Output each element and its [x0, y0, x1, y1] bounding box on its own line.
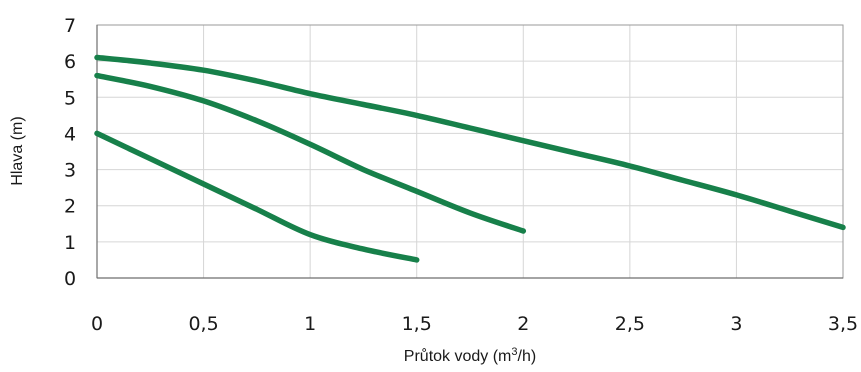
pump-curve-line-3 — [94, 130, 420, 263]
x-tick-label: 2,5 — [615, 313, 645, 335]
x-tick-label: 0,5 — [188, 313, 218, 335]
y-tick-label: 3 — [64, 160, 76, 182]
x-axis-title-main: Průtok vody (m — [404, 347, 512, 365]
y-tick-label: 7 — [64, 15, 76, 37]
x-tick-label: 3,5 — [828, 313, 858, 335]
y-tick-label: 2 — [64, 196, 76, 218]
series-layer — [94, 54, 846, 263]
plot-frame — [96, 24, 844, 279]
y-axis-title: Hlava (m) — [9, 116, 26, 185]
x-tick-labels: 0 0,5 1 1,5 2 2,5 3 3,5 — [91, 313, 858, 335]
x-tick-label: 3 — [730, 313, 742, 335]
grid — [97, 24, 844, 278]
y-tick-label: 4 — [64, 123, 76, 145]
x-axis-title: Průtok vody (m3/h) — [404, 346, 536, 365]
pump-curve-line-1 — [94, 54, 846, 231]
y-tick-label: 0 — [64, 268, 76, 290]
x-axis-title-sup: 3 — [511, 346, 517, 358]
y-tick-labels: 0 1 2 3 4 5 6 7 — [64, 15, 76, 290]
x-tick-label: 1 — [304, 313, 316, 335]
y-tick-label: 1 — [64, 232, 76, 254]
y-tick-label: 6 — [64, 51, 76, 73]
pump-curve-line-2 — [94, 72, 527, 234]
x-tick-label: 2 — [517, 313, 529, 335]
x-tick-label: 0 — [91, 313, 103, 335]
x-axis-title-tail: /h) — [518, 348, 537, 365]
x-tick-label: 1,5 — [402, 313, 432, 335]
y-tick-label: 5 — [64, 87, 76, 109]
